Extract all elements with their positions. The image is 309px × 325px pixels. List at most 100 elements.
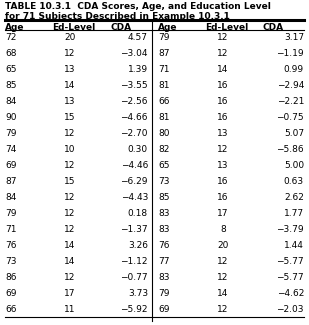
Text: 0.63: 0.63 xyxy=(284,177,304,186)
Text: 87: 87 xyxy=(158,49,170,58)
Text: 15: 15 xyxy=(64,113,76,122)
Text: 20: 20 xyxy=(64,33,76,42)
Text: 69: 69 xyxy=(158,305,170,314)
Text: Age: Age xyxy=(158,23,177,32)
Text: −6.29: −6.29 xyxy=(121,177,148,186)
Text: −5.77: −5.77 xyxy=(276,273,304,282)
Text: 13: 13 xyxy=(64,97,76,106)
Text: −4.46: −4.46 xyxy=(121,161,148,170)
Text: 86: 86 xyxy=(5,273,16,282)
Text: 12: 12 xyxy=(217,33,229,42)
Text: −3.55: −3.55 xyxy=(121,81,148,90)
Text: 4.57: 4.57 xyxy=(128,33,148,42)
Text: 1.77: 1.77 xyxy=(284,209,304,218)
Text: −2.70: −2.70 xyxy=(121,129,148,138)
Text: 80: 80 xyxy=(158,129,170,138)
Text: 12: 12 xyxy=(217,49,229,58)
Text: 10: 10 xyxy=(64,145,76,154)
Text: −2.94: −2.94 xyxy=(277,81,304,90)
Text: 79: 79 xyxy=(5,209,16,218)
Text: Age: Age xyxy=(5,23,24,32)
Text: 13: 13 xyxy=(217,161,229,170)
Text: 12: 12 xyxy=(217,273,229,282)
Text: 12: 12 xyxy=(64,193,76,202)
Text: 71: 71 xyxy=(5,225,16,234)
Text: 12: 12 xyxy=(217,145,229,154)
Text: 66: 66 xyxy=(158,97,170,106)
Text: 0.18: 0.18 xyxy=(128,209,148,218)
Text: CDA: CDA xyxy=(111,23,132,32)
Text: 81: 81 xyxy=(158,113,170,122)
Text: 79: 79 xyxy=(5,129,16,138)
Text: 73: 73 xyxy=(158,177,170,186)
Text: 5.00: 5.00 xyxy=(284,161,304,170)
Text: −0.77: −0.77 xyxy=(121,273,148,282)
Text: 3.26: 3.26 xyxy=(128,241,148,250)
Text: −5.77: −5.77 xyxy=(276,257,304,266)
Text: 8: 8 xyxy=(220,225,226,234)
Text: 81: 81 xyxy=(158,81,170,90)
Text: 73: 73 xyxy=(5,257,16,266)
Text: 1.44: 1.44 xyxy=(284,241,304,250)
Text: 14: 14 xyxy=(64,81,76,90)
Text: −0.75: −0.75 xyxy=(276,113,304,122)
Text: 12: 12 xyxy=(64,161,76,170)
Text: 85: 85 xyxy=(158,193,170,202)
Text: −1.37: −1.37 xyxy=(121,225,148,234)
Text: 66: 66 xyxy=(5,305,16,314)
Text: 79: 79 xyxy=(158,289,170,298)
Text: 85: 85 xyxy=(5,81,16,90)
Text: 69: 69 xyxy=(5,161,16,170)
Text: 5.07: 5.07 xyxy=(284,129,304,138)
Text: 12: 12 xyxy=(64,129,76,138)
Text: 13: 13 xyxy=(217,129,229,138)
Text: 87: 87 xyxy=(5,177,16,186)
Text: 12: 12 xyxy=(217,305,229,314)
Text: 12: 12 xyxy=(64,273,76,282)
Text: −4.66: −4.66 xyxy=(121,113,148,122)
Text: 84: 84 xyxy=(5,97,16,106)
Text: 15: 15 xyxy=(64,177,76,186)
Text: 83: 83 xyxy=(158,209,170,218)
Text: 14: 14 xyxy=(64,241,76,250)
Text: 0.30: 0.30 xyxy=(128,145,148,154)
Text: 83: 83 xyxy=(158,225,170,234)
Text: CDA: CDA xyxy=(263,23,284,32)
Text: 20: 20 xyxy=(217,241,229,250)
Text: 16: 16 xyxy=(217,113,229,122)
Text: −3.79: −3.79 xyxy=(276,225,304,234)
Text: 76: 76 xyxy=(158,241,170,250)
Text: 13: 13 xyxy=(64,65,76,74)
Text: 2.62: 2.62 xyxy=(284,193,304,202)
Text: −2.56: −2.56 xyxy=(121,97,148,106)
Text: 16: 16 xyxy=(217,177,229,186)
Text: 90: 90 xyxy=(5,113,16,122)
Text: for 71 Subjects Described in Example 10.3.1: for 71 Subjects Described in Example 10.… xyxy=(5,12,230,21)
Text: −1.12: −1.12 xyxy=(121,257,148,266)
Text: 16: 16 xyxy=(217,81,229,90)
Text: 69: 69 xyxy=(5,289,16,298)
Text: 17: 17 xyxy=(64,289,76,298)
Text: −2.21: −2.21 xyxy=(277,97,304,106)
Text: 11: 11 xyxy=(64,305,76,314)
Text: 14: 14 xyxy=(217,65,229,74)
Text: 12: 12 xyxy=(64,225,76,234)
Text: 12: 12 xyxy=(64,209,76,218)
Text: 83: 83 xyxy=(158,273,170,282)
Text: 3.73: 3.73 xyxy=(128,289,148,298)
Text: 12: 12 xyxy=(217,257,229,266)
Text: 1.39: 1.39 xyxy=(128,65,148,74)
Text: −4.62: −4.62 xyxy=(277,289,304,298)
Text: 84: 84 xyxy=(5,193,16,202)
Text: −5.86: −5.86 xyxy=(276,145,304,154)
Text: Ed-Level: Ed-Level xyxy=(205,23,248,32)
Text: 79: 79 xyxy=(158,33,170,42)
Text: −4.43: −4.43 xyxy=(121,193,148,202)
Text: 68: 68 xyxy=(5,49,16,58)
Text: 72: 72 xyxy=(5,33,16,42)
Text: 71: 71 xyxy=(158,65,170,74)
Text: 3.17: 3.17 xyxy=(284,33,304,42)
Text: 14: 14 xyxy=(217,289,229,298)
Text: 16: 16 xyxy=(217,97,229,106)
Text: 65: 65 xyxy=(5,65,16,74)
